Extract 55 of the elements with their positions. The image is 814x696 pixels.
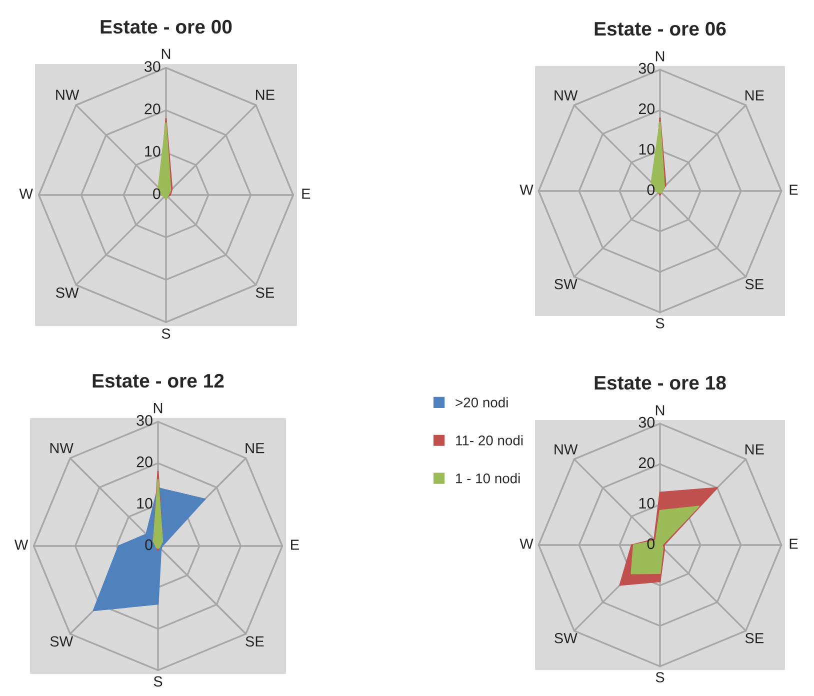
y-tick-label: 10 [639,498,655,509]
spoke-label: S [656,672,664,682]
spoke-label: NE [246,443,264,454]
legend-label: >20 nodi [456,397,508,408]
y-tick-label: 10 [639,144,655,155]
y-tick-label: 0 [145,539,152,550]
spoke-label: SE [745,278,764,290]
spoke-label: W [520,184,534,195]
spoke-label: S [656,318,664,328]
spoke-label: N [162,48,170,59]
spoke-label: S [154,676,162,687]
spoke-label: SW [554,632,578,644]
y-tick-label: 20 [638,103,655,114]
spoke-label: SW [554,278,578,290]
y-tick-label: 30 [144,61,160,72]
spoke-label: NW [56,90,80,100]
y-tick-label: 0 [153,188,160,200]
spoke-label: W [520,538,534,549]
spoke-label: NW [554,444,578,454]
spoke-label: SW [50,636,74,647]
spoke-label: E [790,184,798,195]
y-tick-label: 10 [145,146,160,157]
chart-title: Estate - ore 06 [594,22,726,36]
y-tick-label: 30 [136,415,152,426]
y-tick-label: 20 [136,456,152,468]
spoke-label: SE [246,636,264,647]
spoke-label: N [656,405,664,416]
spoke-label: SW [56,288,79,298]
y-tick-label: 10 [137,498,152,509]
spoke-label: E [291,540,299,550]
spoke-label: NW [554,90,578,100]
spoke-label: SE [745,632,764,644]
y-tick-label: 20 [638,457,655,468]
legend-label: 1 - 10 nodi [456,473,520,484]
legend-label: 11- 20 nodi [456,435,523,446]
y-tick-label: 30 [638,62,655,74]
spoke-label: NE [745,444,764,454]
spoke-label: NW [50,443,74,454]
y-tick-label: 30 [638,416,655,428]
chart-title: Estate - ore 00 [100,20,232,34]
spoke-label: W [19,188,33,199]
spoke-label: NE [256,90,274,100]
spoke-label: W [14,540,28,550]
spoke-label: E [302,188,310,199]
y-tick-label: 0 [647,538,655,550]
y-tick-label: 0 [647,184,655,196]
chart-title: Estate - ore 18 [594,376,726,390]
spoke-label: S [162,328,170,339]
spoke-label: N [154,403,162,414]
spoke-label: SE [256,288,274,298]
spoke-label: NE [745,90,764,100]
spoke-label: E [790,538,798,549]
y-tick-label: 20 [144,103,160,114]
spoke-label: N [656,51,664,62]
chart-title: Estate - ore 12 [92,374,224,388]
